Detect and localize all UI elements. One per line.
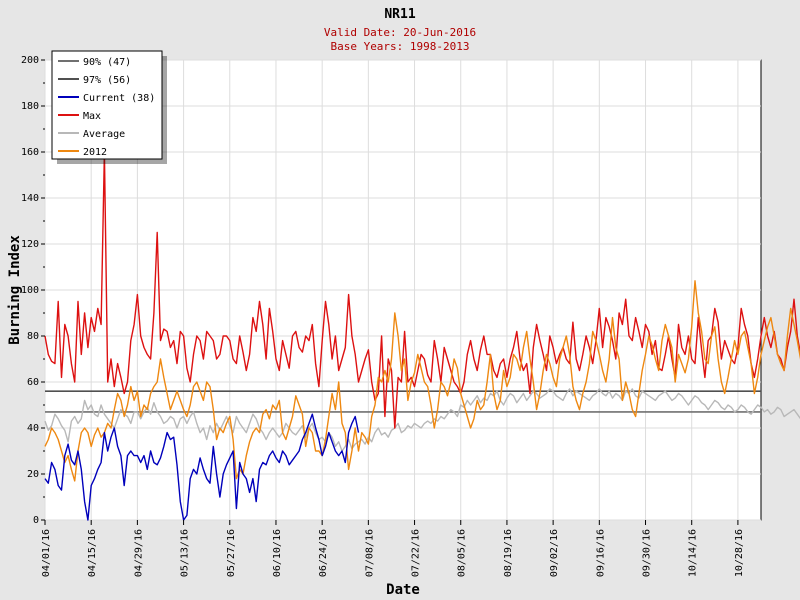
y-tick-label: 160 — [21, 147, 39, 158]
y-tick-label: 80 — [27, 331, 39, 342]
series-lines — [44, 151, 800, 521]
x-axis-label: Date — [386, 582, 420, 598]
y-tick-label: 140 — [21, 193, 39, 204]
y-tick-label: 120 — [21, 239, 39, 250]
series-line-current-38 — [44, 413, 360, 521]
series-line-max — [44, 151, 800, 429]
x-tick-label: 07/08/16 — [364, 529, 375, 577]
x-tick-label: 10/14/16 — [688, 529, 699, 577]
x-tick-label: 07/22/16 — [411, 529, 422, 577]
y-tick-label: 40 — [27, 423, 39, 434]
y-axis-label: Burning Index — [7, 235, 23, 345]
legend-entry-label: Average — [83, 129, 125, 140]
legend-entry-label: 90% (47) — [83, 57, 131, 68]
x-axis: 04/01/16 04/15/16 04/29/16 05/13/16 05/27/16… — [41, 520, 745, 577]
y-tick-label: 60 — [27, 377, 39, 388]
x-tick-label: 04/01/16 — [41, 529, 52, 577]
legend-entry-label: 2012 — [83, 147, 107, 158]
x-tick-label: 04/15/16 — [87, 529, 98, 577]
legend-entry-label: Max — [83, 111, 101, 122]
legend-entry-label: 97% (56) — [83, 75, 131, 86]
x-tick-label: 04/29/16 — [133, 529, 144, 577]
y-tick-label: 20 — [27, 469, 39, 480]
y-axis: 0 20 40 60 80 100 120 140 160 180 200 — [21, 55, 45, 526]
x-tick-label: 06/10/16 — [272, 529, 283, 577]
series-line-2012 — [44, 280, 800, 482]
x-tick-label: 06/24/16 — [318, 529, 329, 577]
x-tick-label: 09/30/16 — [642, 529, 653, 577]
x-tick-label: 08/19/16 — [503, 529, 514, 577]
x-tick-label: 10/28/16 — [734, 529, 745, 577]
y-tick-label: 100 — [21, 285, 39, 296]
base-years-subtitle: Base Years: 1998-2013 — [330, 40, 469, 53]
x-tick-label: 08/05/16 — [457, 529, 468, 577]
valid-date-subtitle: Valid Date: 20-Jun-2016 — [324, 26, 476, 39]
x-tick-label: 09/02/16 — [549, 529, 560, 577]
legend-entry-label: Current (38) — [83, 93, 155, 104]
chart-title: NR11 — [384, 7, 415, 22]
x-tick-label: 05/27/16 — [226, 529, 237, 577]
y-tick-label: 180 — [21, 101, 39, 112]
y-tick-label: 0 — [33, 515, 39, 526]
y-tick-label: 200 — [21, 55, 39, 66]
x-tick-label: 09/16/16 — [595, 529, 606, 577]
x-tick-label: 05/13/16 — [180, 529, 191, 577]
legend: 90% (47) 97% (56) Current (38) Max Average 20… — [51, 50, 167, 164]
